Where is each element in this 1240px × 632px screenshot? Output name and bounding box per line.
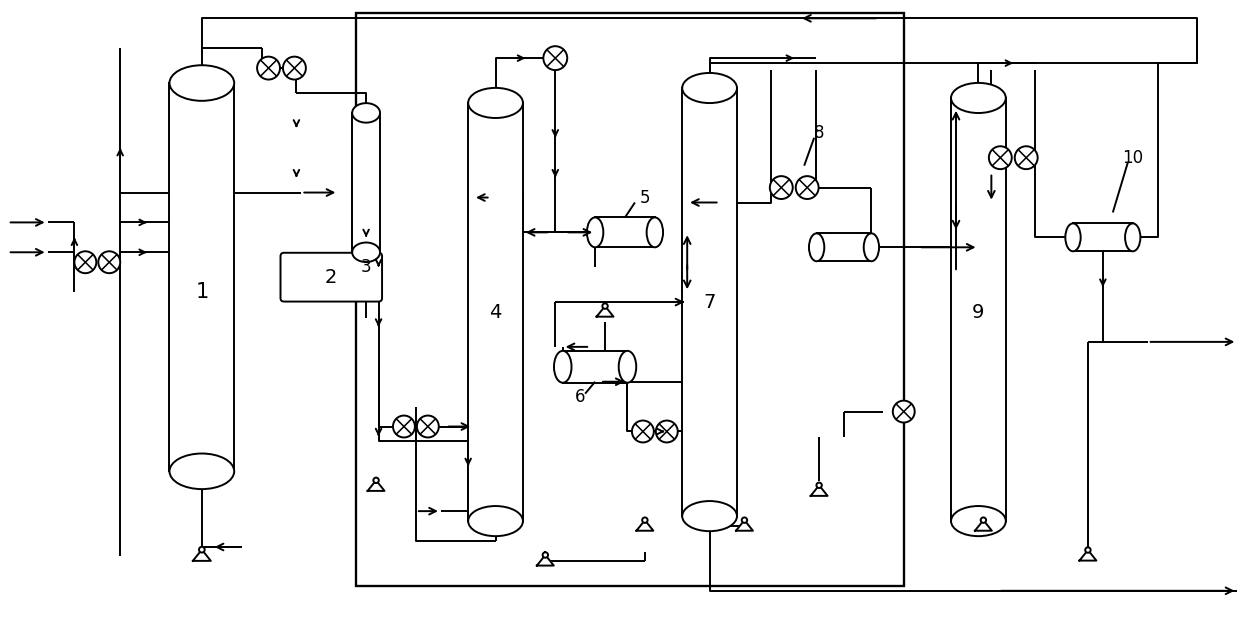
Circle shape	[796, 176, 818, 199]
Text: 1: 1	[195, 282, 208, 302]
Text: 3: 3	[361, 258, 372, 276]
Text: 7: 7	[703, 293, 715, 312]
Ellipse shape	[864, 233, 879, 261]
Polygon shape	[811, 485, 827, 496]
Circle shape	[283, 57, 306, 80]
Circle shape	[1085, 547, 1091, 553]
Circle shape	[198, 547, 205, 552]
Text: 2: 2	[325, 268, 337, 287]
Circle shape	[816, 483, 822, 488]
Polygon shape	[537, 555, 554, 566]
Polygon shape	[367, 480, 384, 491]
Text: 10: 10	[1122, 149, 1143, 167]
Ellipse shape	[469, 506, 523, 536]
Circle shape	[417, 416, 439, 437]
Polygon shape	[1080, 550, 1096, 561]
Text: 6: 6	[575, 387, 585, 406]
Circle shape	[74, 252, 97, 273]
Circle shape	[1014, 146, 1038, 169]
Text: 8: 8	[813, 124, 825, 142]
Ellipse shape	[682, 73, 737, 103]
Bar	[1073, 223, 1132, 252]
Ellipse shape	[352, 243, 379, 262]
Ellipse shape	[469, 88, 523, 118]
Text: 4: 4	[490, 303, 502, 322]
Bar	[682, 88, 737, 516]
Bar	[563, 351, 627, 383]
Ellipse shape	[1065, 223, 1081, 252]
Bar	[817, 233, 872, 261]
Ellipse shape	[352, 103, 379, 123]
Bar	[352, 113, 379, 252]
Circle shape	[988, 146, 1012, 169]
Ellipse shape	[170, 65, 234, 101]
Polygon shape	[193, 550, 211, 561]
Ellipse shape	[682, 501, 737, 531]
Text: 9: 9	[972, 303, 985, 322]
Ellipse shape	[646, 217, 663, 247]
Bar	[356, 13, 904, 586]
Circle shape	[656, 420, 678, 442]
Circle shape	[603, 303, 608, 309]
Circle shape	[98, 252, 120, 273]
Circle shape	[393, 416, 415, 437]
Circle shape	[632, 420, 653, 442]
Ellipse shape	[170, 454, 234, 489]
Circle shape	[373, 478, 378, 483]
Circle shape	[543, 552, 548, 557]
Bar	[595, 217, 655, 247]
Ellipse shape	[619, 351, 636, 383]
Ellipse shape	[587, 217, 604, 247]
Circle shape	[543, 46, 567, 70]
Ellipse shape	[951, 83, 1006, 113]
Ellipse shape	[808, 233, 825, 261]
Circle shape	[642, 518, 647, 523]
Ellipse shape	[554, 351, 572, 383]
Circle shape	[893, 401, 915, 423]
Ellipse shape	[951, 506, 1006, 536]
Polygon shape	[737, 520, 753, 531]
Text: 5: 5	[640, 188, 650, 207]
Polygon shape	[636, 520, 653, 531]
FancyBboxPatch shape	[280, 253, 382, 301]
Circle shape	[770, 176, 792, 199]
Bar	[951, 98, 1006, 521]
Polygon shape	[596, 306, 614, 317]
Circle shape	[742, 518, 748, 523]
Circle shape	[981, 518, 986, 523]
Bar	[469, 103, 523, 521]
Bar	[170, 83, 234, 471]
Ellipse shape	[1125, 223, 1141, 252]
Polygon shape	[975, 520, 992, 531]
Circle shape	[257, 57, 280, 80]
